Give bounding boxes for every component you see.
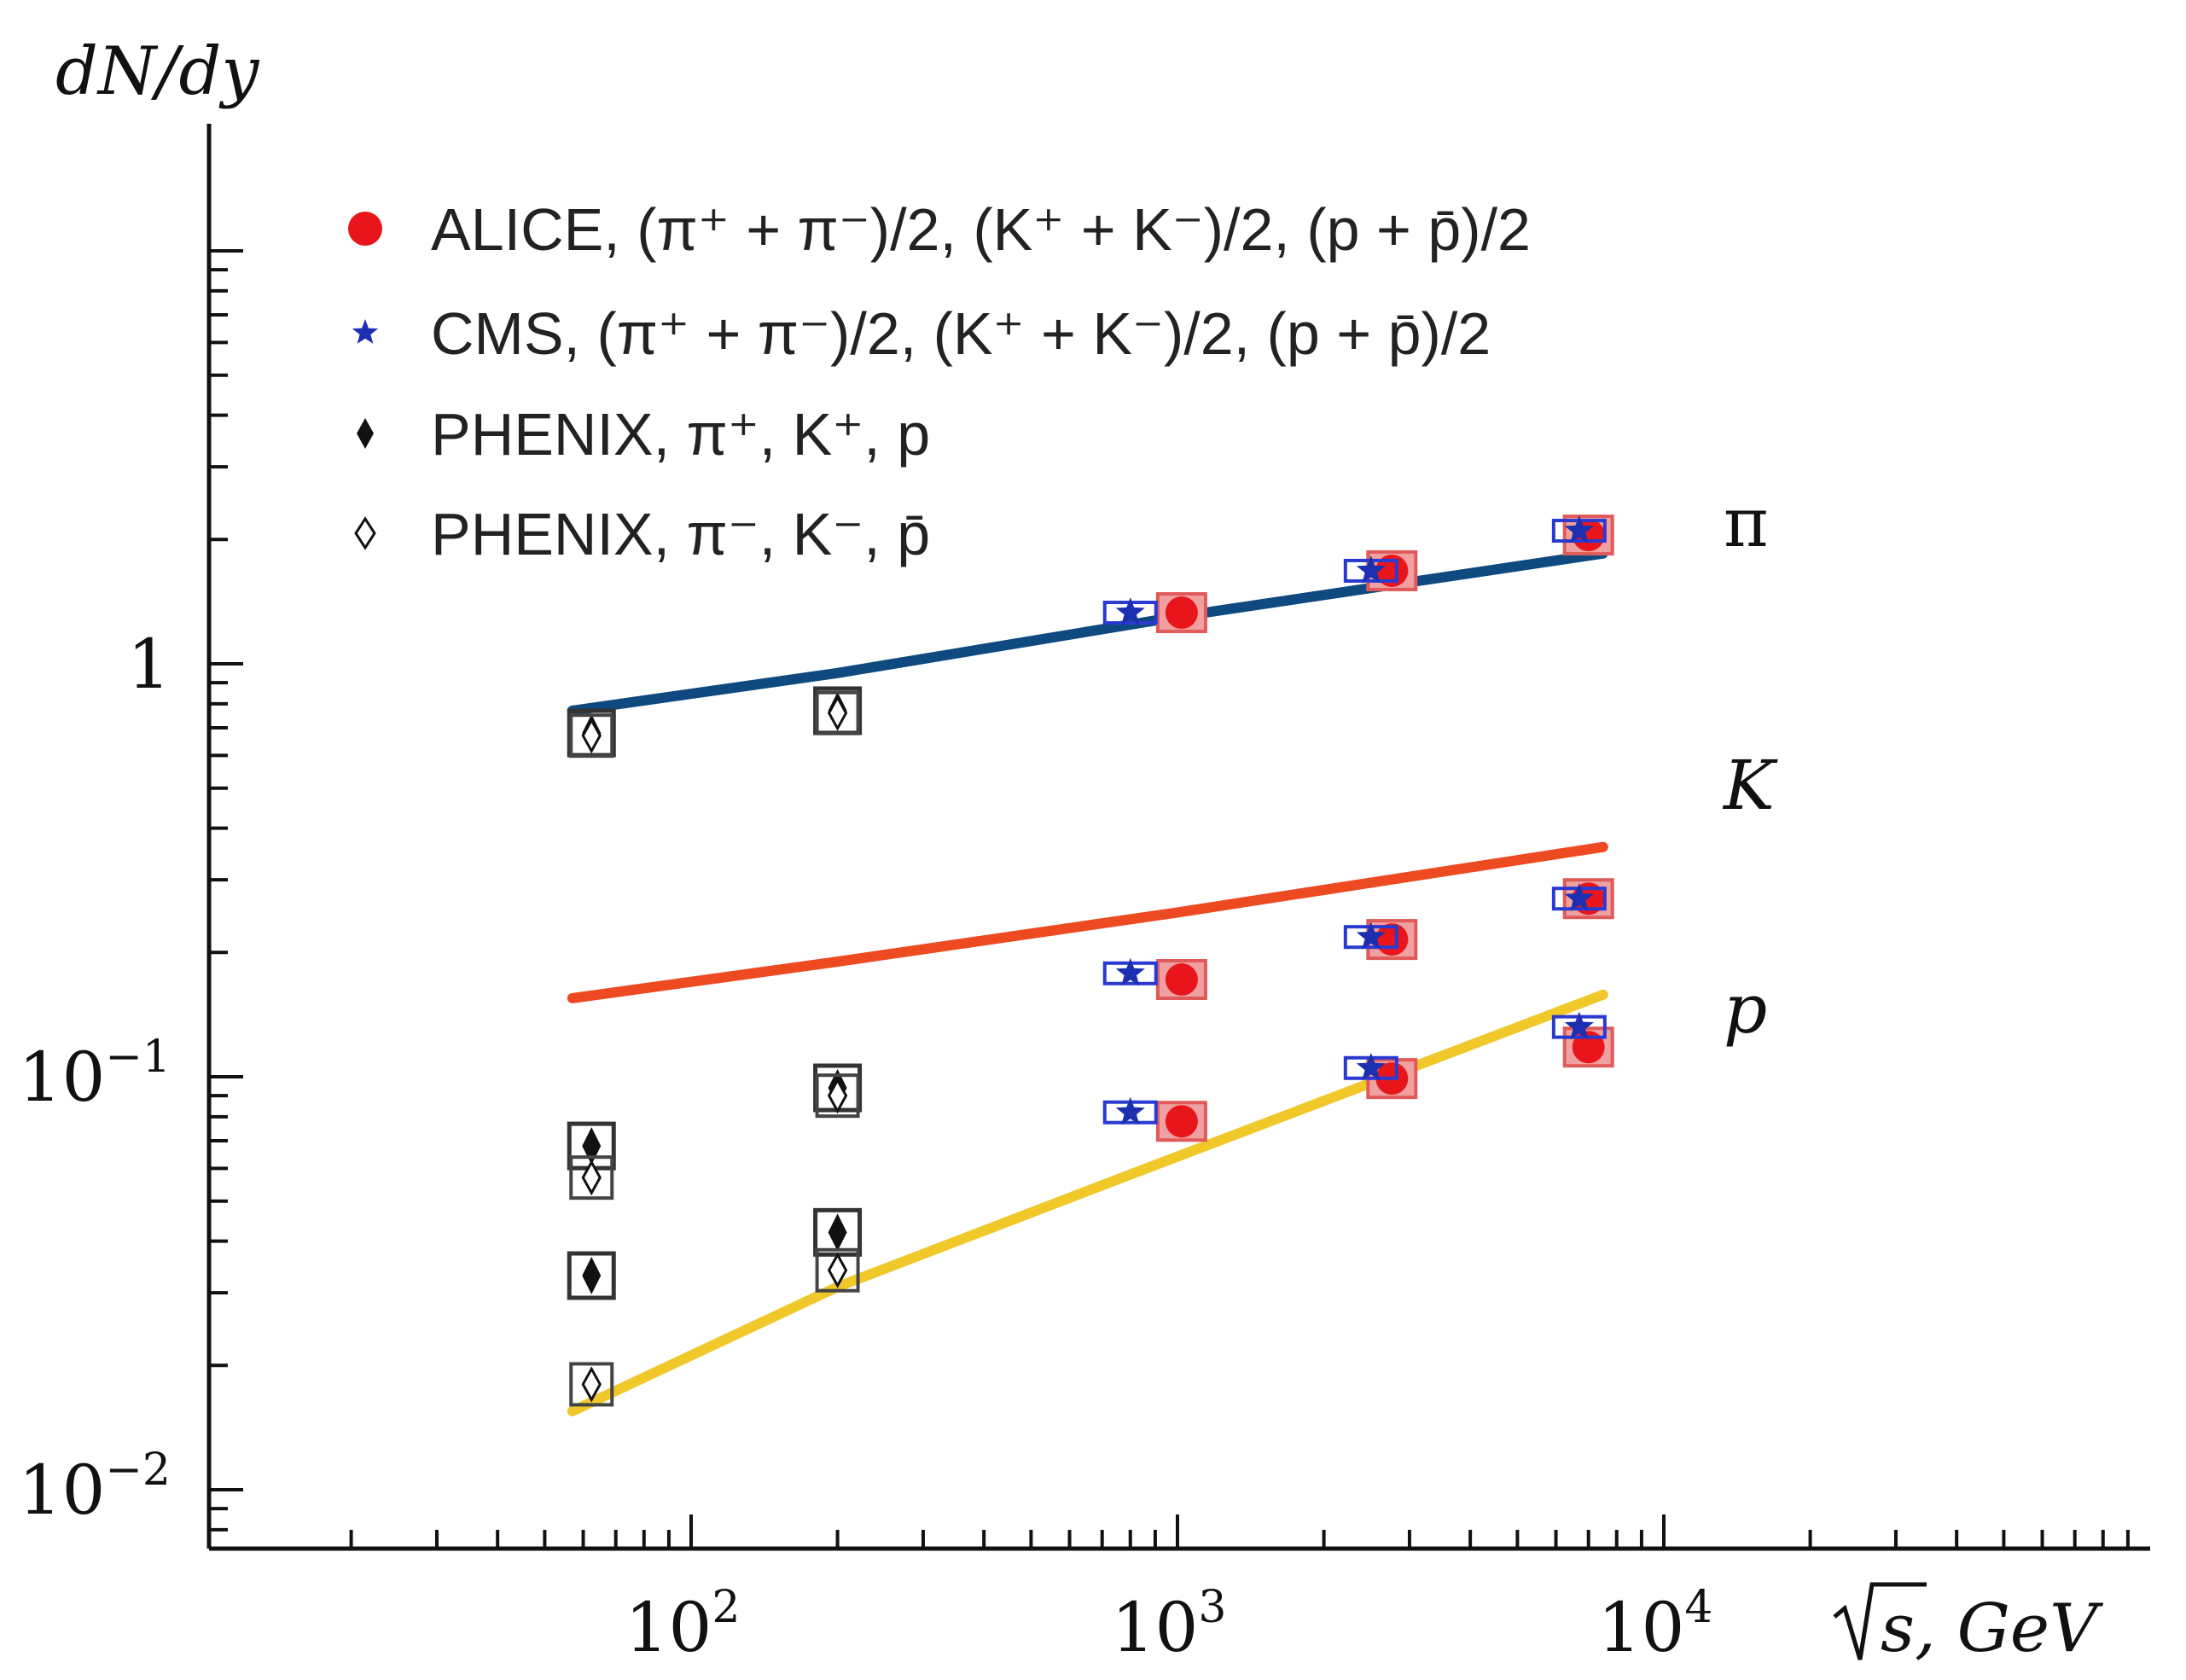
p-curve — [567, 989, 1608, 1416]
y-tick-base: 10 — [19, 1038, 106, 1117]
legend-entry-text: PHENIX, π⁻, K⁻, p̄ — [431, 501, 930, 567]
K-curve — [567, 841, 1608, 1003]
series-label-k: K — [1722, 746, 1778, 825]
x-tick-label: 103 — [1112, 1582, 1227, 1667]
cms-point — [1115, 1096, 1145, 1125]
series-label-pi: π — [1724, 483, 1769, 562]
x-tick-exponent: 4 — [1684, 1582, 1712, 1633]
legend-entry-text: PHENIX, π⁺, K⁺, p — [431, 401, 930, 468]
alice-point — [1572, 1031, 1605, 1064]
phenix-minus-point — [827, 1252, 848, 1288]
y-tick-label: 1 — [127, 625, 171, 704]
series-label-p: p — [1724, 969, 1767, 1049]
y-tick-exponent: −1 — [105, 1032, 171, 1083]
y-tick-base: 10 — [19, 1450, 106, 1530]
cms-point — [1356, 921, 1386, 950]
y-tick-base: 1 — [127, 625, 171, 704]
phenix-plus-point — [582, 1127, 602, 1166]
phenix-minus-syst-box — [569, 1155, 614, 1200]
cms-point — [1115, 957, 1145, 986]
cms-point — [1115, 597, 1145, 625]
phenix-minus-syst-box — [815, 1247, 860, 1293]
pi-curve — [567, 548, 1608, 716]
phenix-minus-point — [581, 1366, 602, 1403]
x-tick-exponent: 2 — [712, 1582, 740, 1633]
phenix-minus-syst-box — [569, 1362, 614, 1407]
phenix-plus-point — [828, 1213, 847, 1252]
phenix-minus-point — [581, 1160, 602, 1196]
x-tick-label: 102 — [625, 1582, 741, 1667]
legend-marker-phenix-minus — [354, 516, 376, 550]
alice-point — [1375, 554, 1409, 587]
x-tick-base: 10 — [1112, 1588, 1199, 1667]
legend-entry-text: CMS, (π⁺ + π⁻)/2, (K⁺ + K⁻)/2, (p + p̄)/… — [431, 300, 1491, 367]
legend-marker-phenix-plus — [357, 418, 374, 449]
cms-point — [1564, 1011, 1594, 1040]
phenix-minus-syst-box — [569, 713, 614, 759]
x-axis-title: s, GeV — [1881, 1590, 2103, 1667]
y-tick-exponent: −2 — [105, 1445, 171, 1496]
x-tick-label: 104 — [1598, 1582, 1713, 1667]
cms-point — [1356, 555, 1386, 584]
alice-point — [1165, 963, 1198, 997]
phenix-minus-syst-box — [815, 1073, 860, 1119]
alice-point — [1165, 1105, 1198, 1138]
phenix-minus-point — [827, 1078, 848, 1114]
sqrt-sign — [1833, 1582, 1927, 1660]
cms-point — [1564, 515, 1594, 544]
phenix-minus-point — [827, 695, 848, 731]
cms-point — [1356, 1052, 1386, 1081]
cms-point — [1564, 883, 1594, 911]
y-tick-label: 10−2 — [19, 1445, 171, 1530]
y-axis-title: dN/dy — [55, 33, 259, 110]
legend-marker-cms — [352, 319, 379, 344]
phenix-plus-point — [582, 1257, 602, 1295]
y-tick-label: 10−1 — [19, 1032, 171, 1117]
phenix-minus-syst-box — [815, 690, 860, 735]
alice-point — [1165, 596, 1198, 630]
x-tick-exponent: 3 — [1198, 1582, 1226, 1633]
legend-marker-alice — [348, 212, 382, 246]
x-tick-base: 10 — [1598, 1588, 1685, 1667]
x-tick-base: 10 — [625, 1588, 712, 1667]
legend-entry-text: ALICE, (π⁺ + π⁻)/2, (K⁺ + K⁻)/2, (p + p̄… — [431, 196, 1531, 263]
phenix-minus-point — [581, 718, 602, 754]
phenix-syst-box — [567, 1251, 616, 1300]
